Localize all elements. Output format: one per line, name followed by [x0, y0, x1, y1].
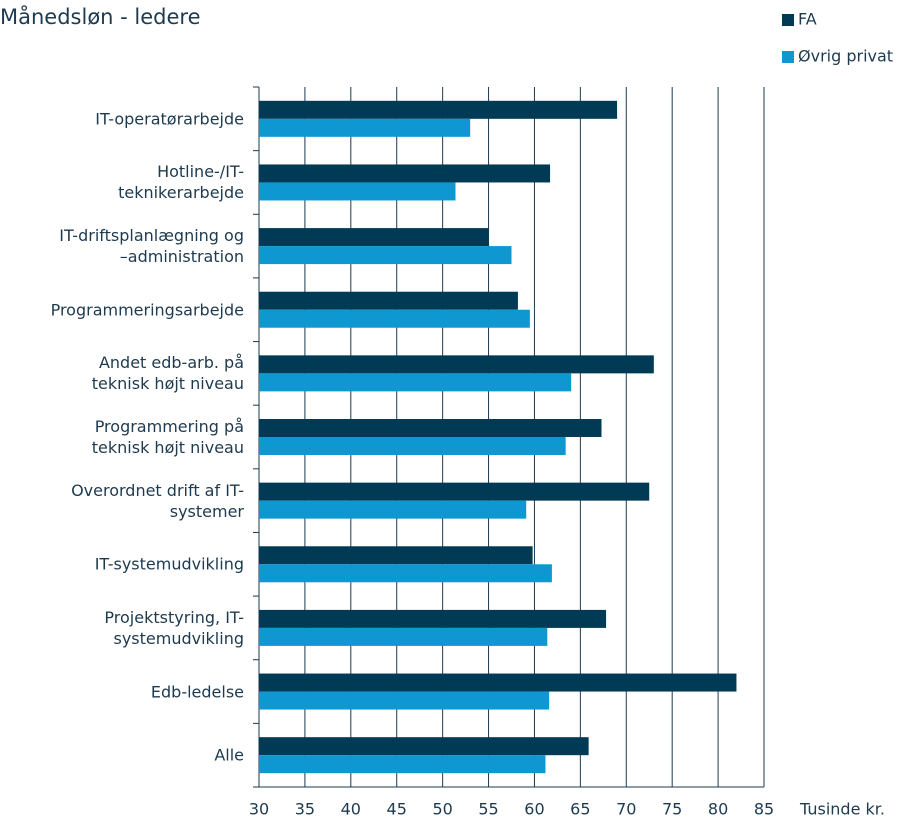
y-tick-label: Andet edb-arb. på teknisk højt niveau [91, 353, 244, 394]
x-axis-label: Tusinde kr. [799, 800, 885, 819]
x-tick-label: 45 [387, 800, 407, 819]
bar [259, 564, 552, 583]
x-tick-label: 65 [570, 800, 590, 819]
x-tick-label: 40 [341, 800, 361, 819]
bar [259, 228, 489, 247]
y-tick-label: IT-systemudvikling [94, 554, 244, 574]
chart-title: Månedsløn - ledere [0, 4, 201, 29]
bar [259, 373, 572, 392]
bar [259, 355, 654, 374]
bar [259, 673, 737, 692]
legend-label: Øvrig privat [798, 47, 893, 66]
bar [259, 419, 602, 437]
y-tick-label: Edb-ledelse [150, 682, 244, 702]
bar [259, 737, 589, 756]
y-tick-label: Hotline-/IT- teknikerarbejde [118, 162, 244, 203]
y-tick-label: Programmeringsarbejde [50, 300, 244, 320]
x-tick-label: 50 [432, 800, 452, 819]
y-tick-label: IT-operatørarbejde [95, 109, 244, 129]
x-tick-label: 55 [478, 800, 498, 819]
bar [259, 164, 551, 183]
bar [259, 546, 533, 565]
bar [259, 246, 512, 265]
legend-swatch [782, 14, 794, 26]
x-tick-label: 35 [295, 800, 315, 819]
bar [259, 482, 650, 501]
bar [259, 118, 471, 137]
legend-swatch [782, 51, 794, 63]
y-tick-label: Programmering på teknisk højt niveau [91, 417, 244, 457]
x-tick-label: 70 [616, 800, 636, 819]
bar [259, 182, 456, 201]
y-tick-label: Overordnet drift af IT- systemer [71, 480, 244, 521]
bar [259, 627, 548, 646]
x-tick-label: 75 [662, 800, 682, 819]
bar [259, 437, 566, 455]
y-tick-label: IT-driftsplanlægning og –administration [59, 226, 244, 267]
legend-label: FA [798, 10, 817, 29]
bar [259, 609, 607, 628]
x-tick-label: 60 [524, 800, 544, 819]
x-tick-label: 80 [708, 800, 728, 819]
x-tick-label: 85 [754, 800, 774, 819]
bar [259, 500, 527, 519]
x-tick-label: 30 [249, 800, 269, 819]
bar [259, 691, 550, 710]
bar [259, 755, 546, 774]
y-tick-label: Alle [214, 745, 244, 765]
bar [259, 100, 618, 119]
bar [259, 309, 530, 328]
y-tick-label: Projektstyring, IT- systemudvikling [104, 607, 244, 648]
bar [259, 291, 518, 310]
